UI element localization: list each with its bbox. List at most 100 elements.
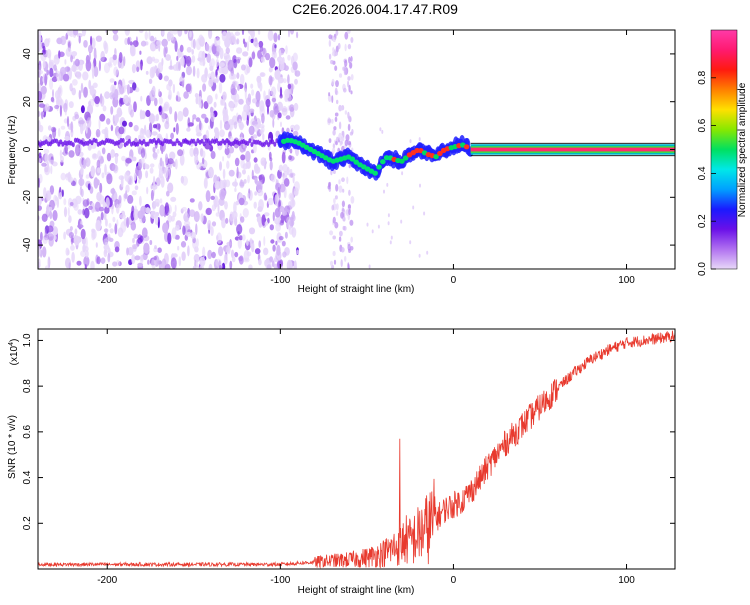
noise-speck bbox=[342, 66, 345, 71]
noise-speck bbox=[227, 245, 231, 255]
noise-speck bbox=[149, 35, 155, 42]
noise-speck bbox=[268, 75, 273, 86]
y-tick-label: 0.2 bbox=[22, 516, 33, 530]
noise-speck bbox=[267, 104, 269, 115]
noise-speck bbox=[390, 235, 393, 240]
noise-speck bbox=[182, 107, 189, 118]
noise-speck bbox=[145, 207, 151, 214]
noise-speck bbox=[87, 183, 91, 191]
noise-speck bbox=[245, 150, 251, 163]
noise-speck bbox=[43, 149, 50, 154]
noise-speck bbox=[167, 232, 172, 245]
noise-speck bbox=[332, 37, 336, 43]
noise-speck bbox=[145, 129, 151, 138]
noise-speck bbox=[132, 237, 135, 244]
noise-speck bbox=[288, 30, 290, 38]
noise-speck bbox=[132, 40, 139, 48]
noise-speck bbox=[257, 30, 261, 35]
noise-speck bbox=[208, 263, 213, 269]
noise-speck bbox=[46, 191, 52, 201]
noise-speck bbox=[215, 59, 220, 67]
noise-speck bbox=[152, 146, 156, 153]
noise-speck bbox=[338, 73, 343, 78]
ridge-blob bbox=[94, 138, 98, 144]
noise-speck bbox=[164, 153, 169, 165]
noise-speck bbox=[347, 243, 351, 251]
noise-speck bbox=[179, 44, 184, 53]
noise-speck bbox=[156, 40, 162, 47]
noise-speck bbox=[228, 146, 235, 154]
noise-speck bbox=[332, 143, 336, 149]
noise-speck bbox=[194, 153, 199, 166]
noise-speck bbox=[140, 157, 145, 164]
noise-speck bbox=[207, 73, 212, 79]
noise-speck bbox=[98, 118, 101, 130]
spectrogram-x-ticks: -200 -100 0 100 bbox=[97, 30, 635, 286]
noise-speck bbox=[85, 250, 89, 258]
noise-speck bbox=[194, 93, 199, 98]
noise-speck bbox=[164, 167, 169, 179]
noise-speck bbox=[139, 235, 144, 242]
noise-speck bbox=[340, 247, 345, 253]
noise-speck bbox=[206, 95, 213, 105]
noise-speck bbox=[244, 88, 247, 100]
noise-speck bbox=[152, 152, 158, 158]
noise-speck bbox=[149, 163, 155, 168]
noise-speck bbox=[84, 263, 87, 269]
noise-speck bbox=[126, 84, 131, 95]
noise-speck bbox=[61, 189, 64, 197]
noise-speck bbox=[49, 211, 53, 220]
noise-speck bbox=[105, 197, 110, 209]
noise-speck bbox=[95, 219, 101, 232]
noise-speck bbox=[103, 249, 108, 258]
noise-speck bbox=[233, 81, 236, 87]
noise-speck bbox=[93, 66, 99, 78]
ridge-blob bbox=[248, 138, 252, 144]
noise-speck bbox=[272, 118, 275, 128]
noise-speck bbox=[149, 240, 153, 245]
noise-speck bbox=[350, 196, 355, 204]
noise-speck bbox=[96, 159, 101, 169]
noise-speck bbox=[73, 235, 80, 246]
noise-speck bbox=[202, 246, 206, 259]
noise-speck bbox=[283, 178, 290, 187]
noise-speck bbox=[105, 218, 108, 227]
noise-speck bbox=[258, 174, 263, 181]
noise-speck bbox=[278, 49, 282, 59]
noise-speck bbox=[155, 113, 159, 122]
y-tick-label: 40 bbox=[22, 48, 33, 60]
noise-speck bbox=[97, 167, 101, 174]
noise-speck bbox=[203, 101, 209, 110]
noise-speck bbox=[339, 142, 342, 147]
noise-speck bbox=[342, 217, 346, 222]
noise-speck bbox=[332, 235, 337, 240]
ridge-blob bbox=[73, 137, 77, 143]
ridge-blob bbox=[142, 139, 146, 144]
noise-speck bbox=[170, 215, 175, 222]
noise-speck bbox=[79, 186, 83, 196]
noise-speck bbox=[150, 189, 154, 201]
noise-speck bbox=[259, 100, 265, 112]
noise-speck bbox=[130, 109, 134, 118]
noise-speck bbox=[400, 219, 403, 224]
noise-speck bbox=[154, 245, 157, 250]
noise-speck bbox=[267, 30, 274, 41]
noise-speck bbox=[85, 157, 91, 167]
noise-speck bbox=[99, 182, 103, 194]
noise-speck bbox=[332, 47, 335, 53]
noise-speck bbox=[258, 240, 262, 248]
noise-speck bbox=[285, 115, 291, 120]
noise-speck bbox=[166, 83, 172, 91]
noise-speck bbox=[219, 179, 224, 190]
noise-speck bbox=[200, 213, 204, 223]
noise-speck bbox=[334, 116, 338, 123]
noise-speck bbox=[123, 94, 129, 105]
noise-speck bbox=[112, 33, 119, 42]
ridge-blob bbox=[55, 138, 59, 144]
noise-speck bbox=[94, 54, 97, 59]
noise-speck bbox=[122, 120, 127, 127]
colorbar: 0.0 0.2 0.4 0.6 0.8 Normalized spectral ampl… bbox=[697, 29, 748, 276]
noise-speck bbox=[266, 264, 272, 269]
x-tick-label: 100 bbox=[618, 575, 635, 586]
noise-speck bbox=[282, 164, 288, 173]
